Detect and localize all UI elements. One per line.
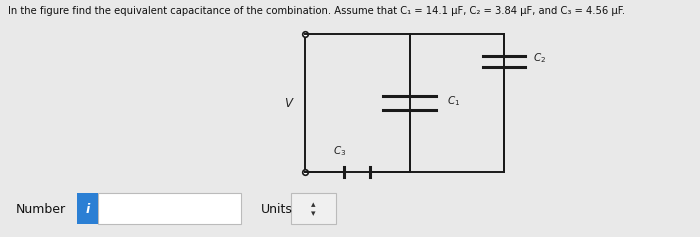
FancyBboxPatch shape bbox=[77, 193, 98, 224]
Text: V: V bbox=[284, 97, 292, 109]
Text: $C_1$: $C_1$ bbox=[447, 94, 460, 108]
Text: In the figure find the equivalent capacitance of the combination. Assume that C₁: In the figure find the equivalent capaci… bbox=[8, 6, 626, 16]
Text: Units: Units bbox=[260, 203, 293, 216]
Text: i: i bbox=[85, 203, 90, 215]
Text: $C_3$: $C_3$ bbox=[332, 144, 346, 158]
Text: $C_2$: $C_2$ bbox=[533, 51, 547, 65]
FancyBboxPatch shape bbox=[98, 193, 242, 224]
FancyBboxPatch shape bbox=[290, 193, 336, 224]
Text: Number: Number bbox=[15, 203, 66, 216]
Text: ▴
▾: ▴ ▾ bbox=[311, 201, 316, 218]
